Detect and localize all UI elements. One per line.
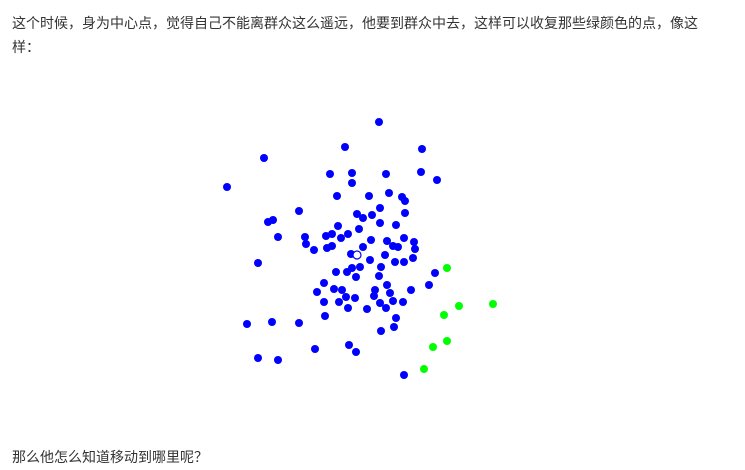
blue-point — [392, 314, 400, 322]
blue-point — [398, 193, 406, 201]
blue-point — [310, 246, 318, 254]
blue-point — [268, 318, 276, 326]
blue-point — [385, 189, 393, 197]
blue-point — [401, 209, 409, 217]
blue-point — [344, 304, 352, 312]
blue-point — [348, 179, 356, 187]
blue-point — [332, 268, 340, 276]
blue-point — [330, 285, 338, 293]
blue-point — [301, 233, 309, 241]
blue-point — [400, 258, 408, 266]
blue-point — [407, 286, 415, 294]
blue-point — [243, 320, 251, 328]
blue-point — [311, 345, 319, 353]
blue-point — [389, 297, 397, 305]
blue-point — [359, 214, 367, 222]
blue-point — [344, 230, 352, 238]
blue-point — [383, 281, 391, 289]
green-point — [489, 300, 497, 308]
blue-point — [260, 154, 268, 162]
blue-point — [352, 348, 360, 356]
blue-point — [386, 289, 394, 297]
center-point — [352, 250, 362, 260]
blue-point — [313, 288, 321, 296]
blue-point — [375, 118, 383, 126]
blue-point — [302, 240, 310, 248]
blue-point — [367, 236, 375, 244]
blue-point — [400, 371, 408, 379]
blue-point — [355, 225, 363, 233]
blue-point — [352, 273, 360, 281]
blue-point — [295, 207, 303, 215]
blue-point — [295, 319, 303, 327]
blue-point — [335, 298, 343, 306]
blue-point — [392, 221, 400, 229]
blue-point — [334, 222, 342, 230]
green-point — [429, 343, 437, 351]
question-paragraph: 那么他怎么知道移动到哪里呢？ — [12, 450, 208, 466]
blue-point — [368, 211, 376, 219]
blue-point — [348, 169, 356, 177]
blue-point — [365, 192, 373, 200]
blue-point — [377, 327, 385, 335]
blue-point — [381, 251, 389, 259]
blue-point — [399, 298, 407, 306]
blue-point — [264, 218, 272, 226]
green-point — [443, 337, 451, 345]
blue-point — [356, 263, 364, 271]
blue-point — [322, 232, 330, 240]
blue-point — [366, 256, 374, 264]
blue-point — [254, 354, 262, 362]
blue-point — [376, 204, 384, 212]
blue-point — [359, 243, 367, 251]
blue-point — [326, 170, 334, 178]
blue-point — [371, 286, 379, 294]
blue-point — [431, 269, 439, 277]
blue-point — [382, 304, 390, 312]
blue-point — [342, 293, 350, 301]
blue-point — [337, 234, 345, 242]
blue-point — [345, 341, 353, 349]
blue-point — [274, 356, 282, 364]
blue-point — [425, 281, 433, 289]
blue-point — [254, 259, 262, 267]
blue-point — [363, 305, 371, 313]
blue-point — [223, 183, 231, 191]
blue-point — [274, 233, 282, 241]
blue-point — [320, 279, 328, 287]
blue-point — [375, 272, 383, 280]
blue-point — [382, 170, 390, 178]
blue-point — [390, 323, 398, 331]
blue-point — [370, 292, 378, 300]
intro-paragraph: 这个时候，身为中心点，觉得自己不能离群众这么遥远，他要到群众中去，这样可以收复那… — [12, 16, 698, 56]
blue-point — [376, 299, 384, 307]
green-point — [440, 311, 448, 319]
blue-point — [400, 234, 408, 242]
blue-point — [341, 143, 349, 151]
blue-point — [391, 258, 399, 266]
green-point — [443, 264, 451, 272]
blue-point — [410, 238, 418, 246]
blue-point — [418, 145, 426, 153]
blue-point — [353, 210, 361, 218]
blue-point — [376, 219, 384, 227]
green-point — [420, 365, 428, 373]
blue-point — [351, 294, 359, 302]
blue-point — [411, 245, 419, 253]
blue-point — [323, 244, 331, 252]
blue-point — [333, 192, 341, 200]
blue-point — [321, 312, 329, 320]
blue-point — [433, 176, 441, 184]
blue-point — [320, 298, 328, 306]
blue-point — [394, 243, 402, 251]
blue-point — [409, 254, 417, 262]
blue-point — [338, 286, 346, 294]
green-point — [455, 302, 463, 310]
blue-point — [383, 237, 391, 245]
blue-point — [343, 268, 351, 276]
blue-point — [417, 168, 425, 176]
blue-point — [377, 263, 385, 271]
